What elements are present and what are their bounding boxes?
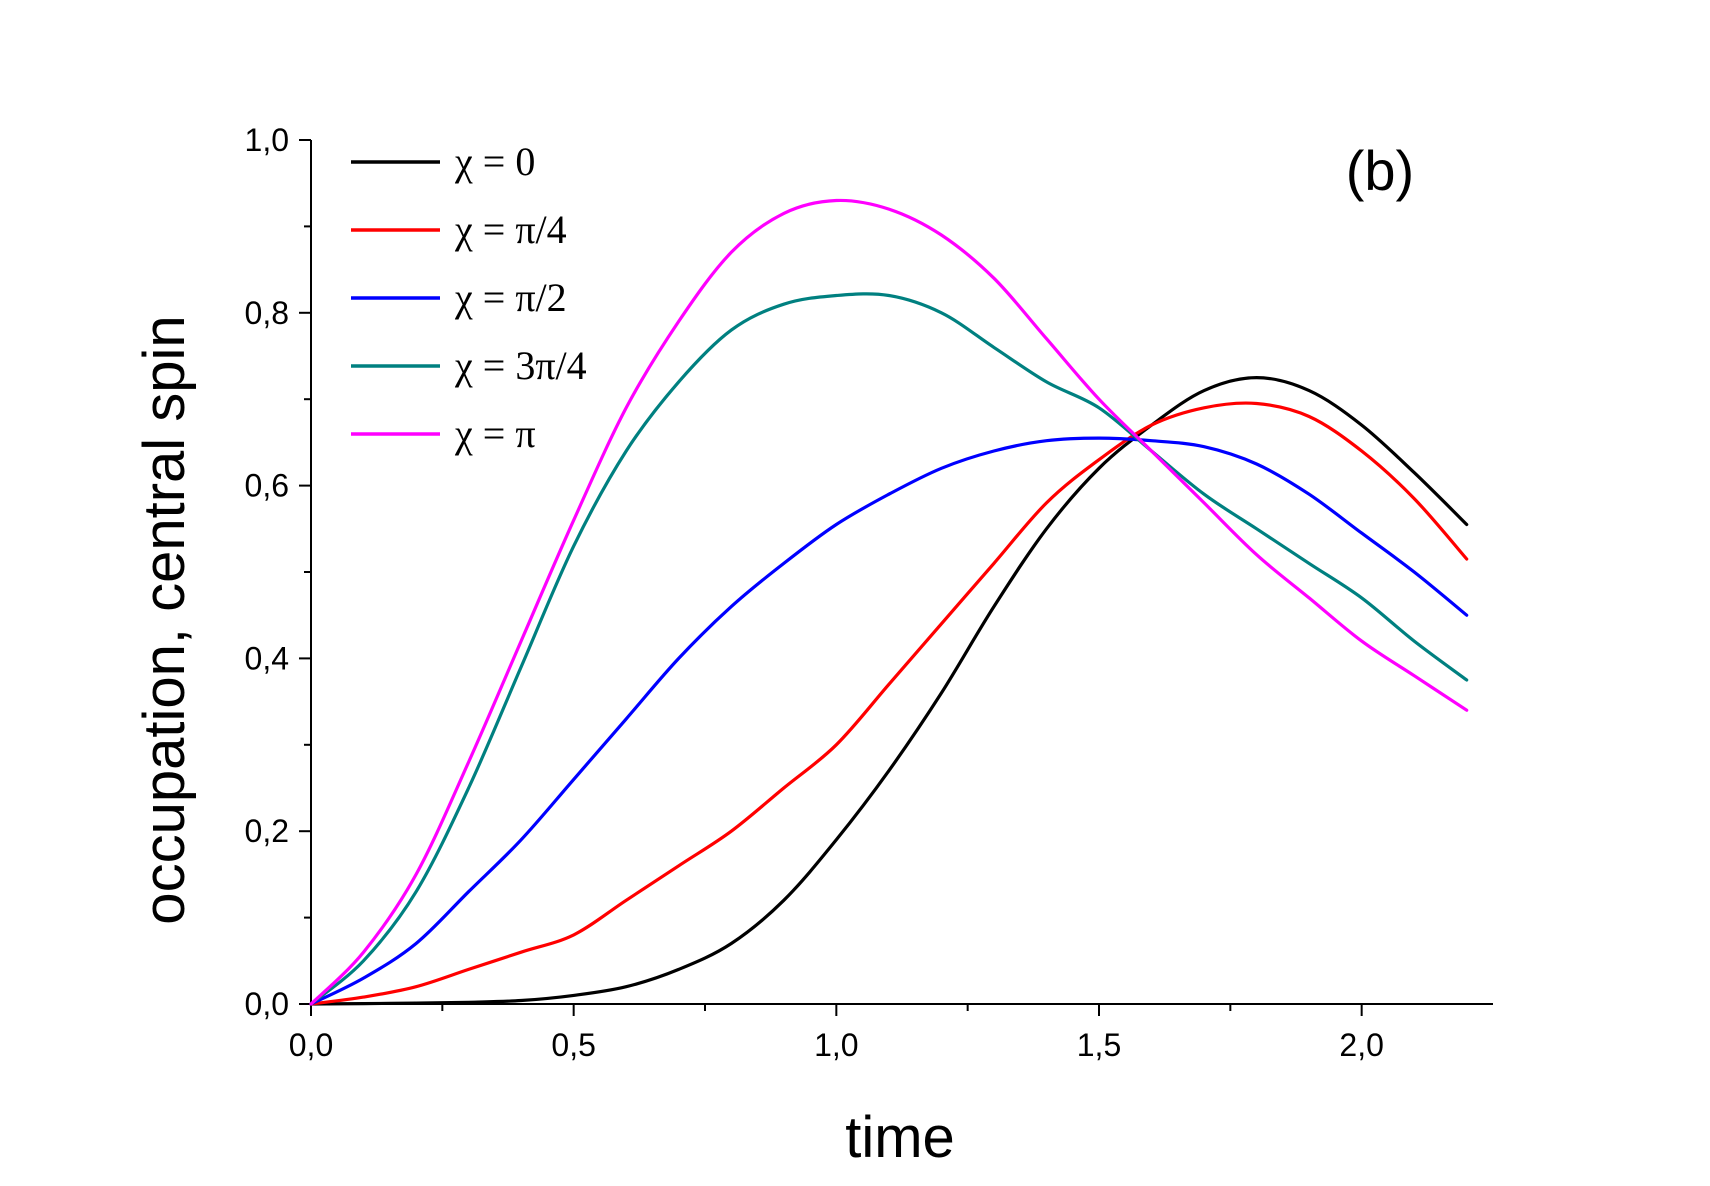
y-tick-label: 0,8	[245, 295, 289, 331]
x-tick-label: 2,0	[1339, 1027, 1383, 1063]
x-tick-label: 0,5	[551, 1027, 595, 1063]
series-line-4	[309, 198, 1469, 1006]
series-line-3	[309, 292, 1469, 1006]
legend: χ = 0 χ = π/4 χ = π/2 χ = 3π/4 χ = π	[351, 139, 587, 456]
legend-label-1: χ = π/4	[454, 207, 567, 252]
series-line-0	[309, 376, 1469, 1006]
y-tick-label: 0,4	[245, 640, 289, 676]
legend-label-4: χ = π	[454, 411, 536, 456]
y-tick-label: 1,0	[245, 122, 289, 158]
axes: 0,0 0,5 1,0 1,5 2,0 0,0 0,2 0,4 0,6 0,8 1,0	[245, 122, 1493, 1063]
x-tick-label: 1,0	[814, 1027, 858, 1063]
x-tick-label: 1,5	[1077, 1027, 1121, 1063]
series-line-2	[309, 436, 1469, 1006]
panel-label: (b)	[1346, 139, 1414, 202]
legend-label-0: χ = 0	[454, 139, 535, 184]
series-lines	[309, 198, 1469, 1006]
x-tick-label: 0,0	[289, 1027, 333, 1063]
y-tick-label: 0,2	[245, 813, 289, 849]
x-axis-title: time	[845, 1105, 955, 1170]
legend-label-3: χ = 3π/4	[454, 343, 587, 388]
legend-label-2: χ = π/2	[454, 275, 567, 320]
y-tick-label: 0,6	[245, 468, 289, 504]
series-line-1	[309, 401, 1469, 1006]
y-tick-label: 0,0	[245, 986, 289, 1022]
y-axis-title: occupation, central spin	[132, 315, 197, 924]
